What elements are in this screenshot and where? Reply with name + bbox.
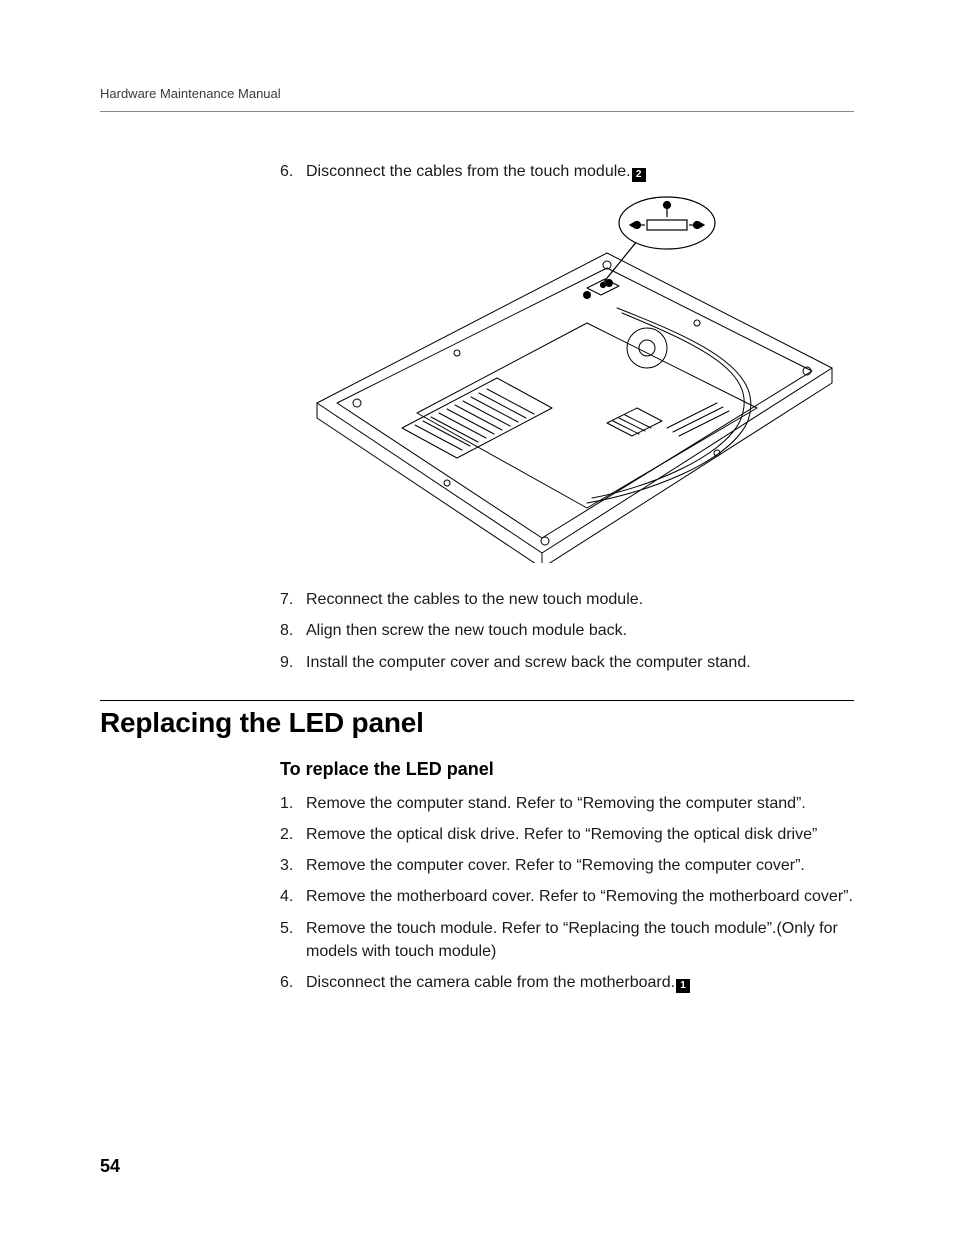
content-column-section: To replace the LED panel 1. Remove the c… [280, 759, 854, 994]
step-number: 4. [280, 885, 306, 908]
step-item: 5. Remove the touch module. Refer to “Re… [280, 917, 854, 963]
step-text-inner: Disconnect the cables from the touch mod… [306, 163, 631, 180]
chassis-svg [287, 193, 847, 563]
step-number: 3. [280, 854, 306, 877]
page-number: 54 [100, 1156, 120, 1177]
section-steps-list: 1. Remove the computer stand. Refer to “… [280, 792, 854, 994]
page: Hardware Maintenance Manual 6. Disconnec… [0, 0, 954, 1243]
step-text: Disconnect the cables from the touch mod… [306, 160, 854, 183]
section-rule [100, 700, 854, 701]
step-number: 6. [280, 160, 306, 183]
steps-lower-list: 7. Reconnect the cables to the new touch… [280, 588, 854, 674]
step-item: 6. Disconnect the camera cable from the … [280, 971, 854, 994]
step-text: Disconnect the camera cable from the mot… [306, 971, 854, 994]
section-title: Replacing the LED panel [100, 707, 854, 739]
step-item: 3. Remove the computer cover. Refer to “… [280, 854, 854, 877]
step-item: 7. Reconnect the cables to the new touch… [280, 588, 854, 611]
step-item: 1. Remove the computer stand. Refer to “… [280, 792, 854, 815]
step-text: Remove the motherboard cover. Refer to “… [306, 885, 854, 908]
step-text: Install the computer cover and screw bac… [306, 651, 854, 674]
step-number: 2. [280, 823, 306, 846]
step-text: Remove the computer stand. Refer to “Rem… [306, 792, 854, 815]
section-subhead: To replace the LED panel [280, 759, 854, 780]
callout-badge-icon: 1 [676, 979, 690, 993]
running-header: Hardware Maintenance Manual [100, 86, 854, 112]
steps-upper-list: 6. Disconnect the cables from the touch … [280, 160, 854, 183]
step-item: 2. Remove the optical disk drive. Refer … [280, 823, 854, 846]
step-number: 8. [280, 619, 306, 642]
step-text: Reconnect the cables to the new touch mo… [306, 588, 854, 611]
step-text: Align then screw the new touch module ba… [306, 619, 854, 642]
step-item: 8. Align then screw the new touch module… [280, 619, 854, 642]
step-text: Remove the optical disk drive. Refer to … [306, 823, 854, 846]
step-number: 6. [280, 971, 306, 994]
step-item: 4. Remove the motherboard cover. Refer t… [280, 885, 854, 908]
step-number: 7. [280, 588, 306, 611]
content-column-upper: 6. Disconnect the cables from the touch … [280, 160, 854, 674]
step-text: Remove the touch module. Refer to “Repla… [306, 917, 854, 963]
step-text-inner: Disconnect the camera cable from the mot… [306, 974, 675, 991]
step-text: Remove the computer cover. Refer to “Rem… [306, 854, 854, 877]
step-number: 1. [280, 792, 306, 815]
step-item: 9. Install the computer cover and screw … [280, 651, 854, 674]
step-number: 5. [280, 917, 306, 963]
callout-badge-icon: 2 [632, 168, 646, 182]
figure-chassis-diagram [280, 193, 854, 568]
step-number: 9. [280, 651, 306, 674]
step-item: 6. Disconnect the cables from the touch … [280, 160, 854, 183]
